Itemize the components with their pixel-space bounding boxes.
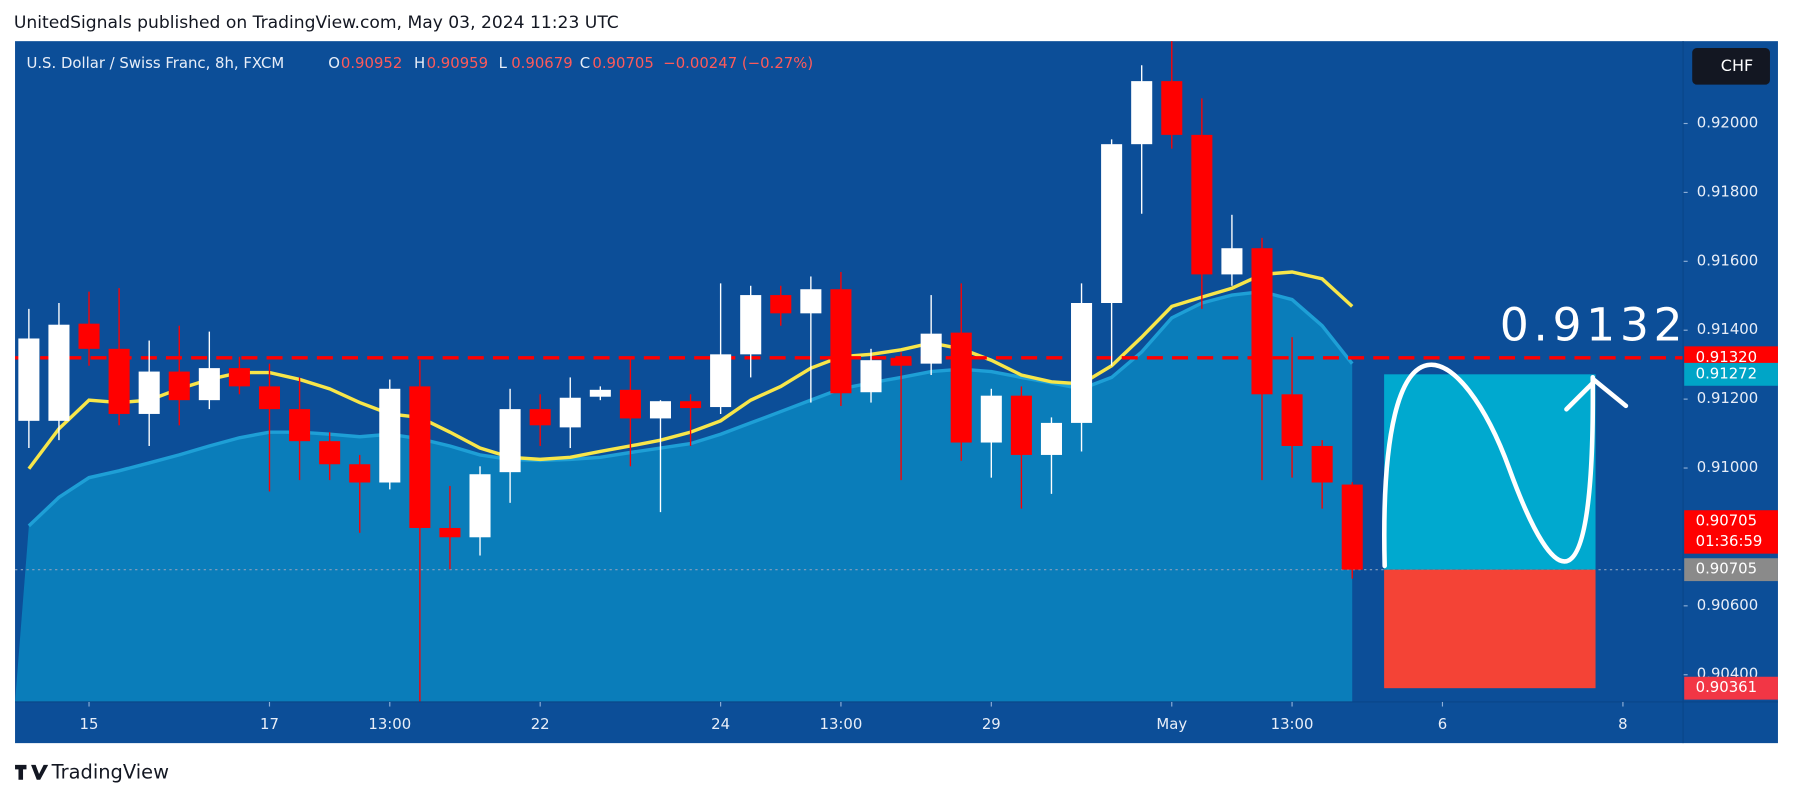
header-text: UnitedSignals published on TradingView.c… — [14, 13, 619, 33]
candle-body — [228, 368, 250, 387]
currency-button[interactable] — [1692, 48, 1770, 85]
legend-letter: H — [414, 54, 425, 72]
annotation: 0.9132 — [1500, 299, 1687, 352]
footer-logo: TradingView — [15, 760, 169, 783]
candle-body — [1311, 445, 1333, 483]
legend-value: 0.90959 — [427, 54, 488, 72]
legend-value: 0.90952 — [341, 54, 402, 72]
price-label: 0.90705 — [1696, 560, 1757, 578]
ma-area-fill — [15, 291, 1353, 702]
x-tick-label: 22 — [531, 715, 550, 733]
candle-body — [289, 409, 311, 442]
legend-letter: C — [580, 54, 590, 72]
candle-body — [830, 289, 852, 394]
candle-body — [349, 464, 371, 483]
drawing-arrow — [1564, 377, 1629, 412]
candle-body — [680, 401, 702, 409]
legend-letter: O — [328, 54, 340, 72]
x-tick-label: 8 — [1618, 715, 1627, 733]
target-zone — [1384, 374, 1596, 570]
price-label-box — [1684, 362, 1778, 386]
candle-body — [1161, 81, 1183, 135]
candle-body — [1221, 248, 1243, 275]
legend-value: 0.90705 — [592, 54, 653, 72]
candle-body — [258, 386, 281, 410]
stop-zone — [1384, 569, 1596, 689]
candle-body — [1010, 395, 1032, 455]
drawing-curve — [1382, 362, 1596, 569]
candle-body — [740, 295, 762, 355]
candle-body — [379, 388, 401, 483]
plot-area: 0.9132 — [15, 41, 1687, 702]
currency-label: CHF — [1721, 56, 1753, 75]
y-tick-label: 0.91400 — [1697, 320, 1758, 338]
candle-body — [589, 389, 611, 397]
candle-body — [1191, 134, 1213, 275]
price-label-box — [1684, 510, 1778, 554]
x-tick-label: 13:00 — [1271, 715, 1314, 733]
y-tick-label: 0.91000 — [1697, 458, 1758, 476]
candle-body — [439, 527, 461, 538]
candle-body — [1101, 144, 1123, 304]
candle-body — [770, 295, 792, 314]
x-tick-label: 29 — [982, 715, 1001, 733]
candle-body — [1071, 303, 1093, 423]
candle-body — [1281, 394, 1303, 446]
candle-body — [1341, 484, 1363, 570]
price-label: 0.91272 — [1696, 364, 1757, 382]
candle-body — [409, 386, 431, 528]
candle-body — [920, 333, 942, 364]
x-tick-label: 13:00 — [820, 715, 863, 733]
y-tick-label: 0.91800 — [1697, 182, 1758, 200]
price-sublabel: 01:36:59 — [1696, 532, 1763, 550]
candle-body — [1040, 422, 1062, 455]
candle-body — [108, 348, 130, 414]
y-tick-label: 0.91200 — [1697, 389, 1758, 407]
legend-value: 0.90679 — [511, 54, 572, 72]
candle-body — [860, 360, 882, 393]
x-tick-label: 24 — [711, 715, 730, 733]
candle-body — [18, 338, 40, 421]
y-tick-label: 0.90600 — [1697, 596, 1758, 614]
x-tick-label: 6 — [1438, 715, 1447, 733]
candle-body — [319, 441, 341, 465]
legend-title: U.S. Dollar / Swiss Franc, 8h, FXCM — [26, 54, 284, 72]
legend-letter: L — [499, 54, 508, 72]
candle-body — [499, 409, 521, 473]
candle-body — [469, 474, 491, 538]
x-tick-label: May — [1156, 715, 1187, 733]
candle-body — [1131, 81, 1153, 145]
price-label-box — [1684, 676, 1778, 700]
price-label: 0.90705 — [1696, 512, 1757, 530]
candle-body — [48, 324, 70, 421]
candle-body — [950, 332, 972, 443]
candle-body — [198, 368, 220, 401]
logo-mark — [15, 764, 49, 780]
legend-change: −0.00247 (−0.27%) — [663, 54, 813, 72]
candle-body — [710, 354, 732, 408]
x-tick-label: 15 — [80, 715, 99, 733]
candle-body — [168, 371, 190, 401]
candle-body — [559, 397, 581, 428]
candle-body — [800, 289, 822, 314]
candle-body — [1251, 248, 1273, 395]
candle-body — [980, 395, 1002, 443]
candle-body — [78, 323, 100, 349]
x-tick-label: 13:00 — [368, 715, 411, 733]
candle-body — [649, 401, 672, 419]
footer-brand: TradingView — [51, 760, 169, 783]
candle-body — [619, 389, 641, 419]
price-label: 0.91320 — [1696, 348, 1757, 366]
y-tick-label: 0.92000 — [1697, 114, 1758, 132]
y-tick-label: 0.91600 — [1697, 251, 1758, 269]
candle-body — [138, 371, 160, 414]
price-label: 0.90361 — [1696, 678, 1757, 696]
price-label-box — [1684, 558, 1778, 582]
candle-body — [529, 409, 551, 426]
x-tick-label: 17 — [260, 715, 279, 733]
candle-body — [890, 357, 912, 366]
